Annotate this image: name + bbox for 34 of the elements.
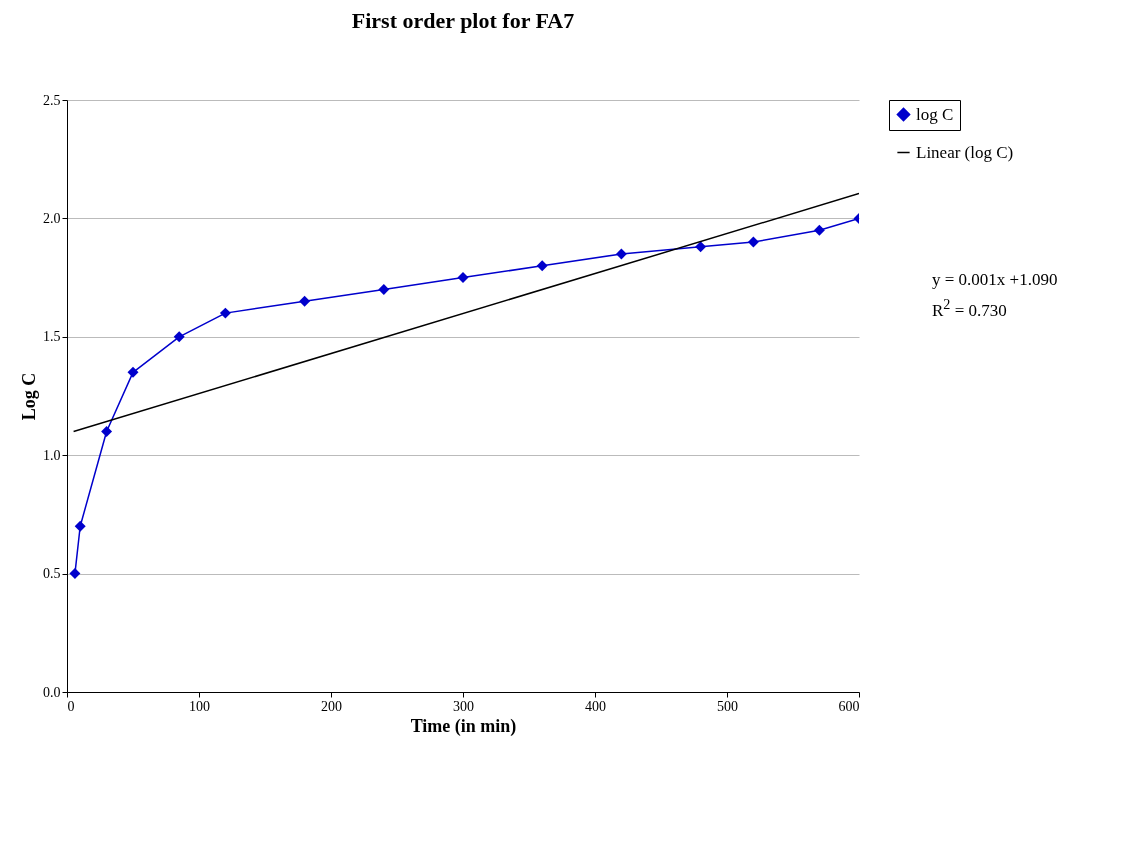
y-tick-label: 0.5 [43,566,61,582]
x-tick-label: 100 [189,698,210,714]
chart-title: First order plot for FA7 [351,8,575,33]
x-tick-label: 200 [321,698,342,714]
point [127,366,139,378]
point [536,260,548,272]
point [299,295,311,307]
point [747,236,759,248]
y-tick-label: 2.5 [43,92,61,108]
y-tick-label: 1.0 [43,447,61,463]
y-tick-label: 1.5 [43,329,61,345]
point [378,283,390,295]
point [173,331,185,343]
y-tick-label: 0.0 [43,684,61,700]
point [615,248,627,260]
point [813,224,825,236]
point [219,307,231,319]
x-tick-label: 500 [717,698,738,714]
point [74,520,86,532]
text: y = 0.001x +1.090 [932,269,1058,291]
x-tick-label: 400 [585,698,606,714]
point [457,272,469,284]
x-tick-label: 600 [838,698,860,714]
x-axis-title: Time (in min) [410,715,517,737]
y-tick-label: 2.0 [43,210,61,226]
legend-label: log C [916,104,954,124]
y-axis-title: Log C [19,372,39,421]
point [695,241,707,253]
x-tick-label: 300 [453,698,474,714]
point [69,568,81,580]
point [101,426,113,437]
x-tick-label: 0 [67,698,75,714]
legend-label: Linear (log C) [916,142,1014,162]
text: R$^{2}$ = 0.730 [932,295,1008,322]
